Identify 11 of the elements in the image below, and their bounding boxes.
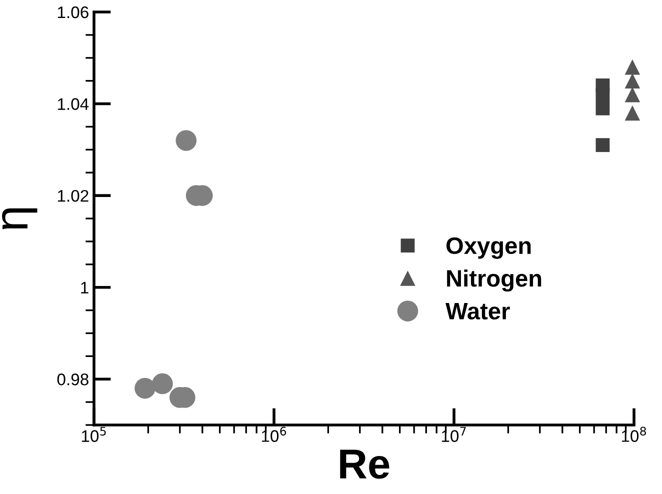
legend-label: Nitrogen <box>447 269 542 292</box>
y-tick-label: 1.04 <box>58 98 89 110</box>
y-tick-label: 0.98 <box>57 374 88 386</box>
y-tick-label: 1.06 <box>58 6 88 18</box>
y-axis-title: η <box>2 208 38 230</box>
legend-label: Oxygen <box>446 237 531 259</box>
y-tick-label: 1 <box>81 282 88 294</box>
legend-label: Water <box>446 303 510 320</box>
x-tick-label: 10$^{5}$ <box>82 426 106 442</box>
y-tick-label: 1.02 <box>58 190 88 202</box>
x-axis-title: Re <box>340 450 390 479</box>
